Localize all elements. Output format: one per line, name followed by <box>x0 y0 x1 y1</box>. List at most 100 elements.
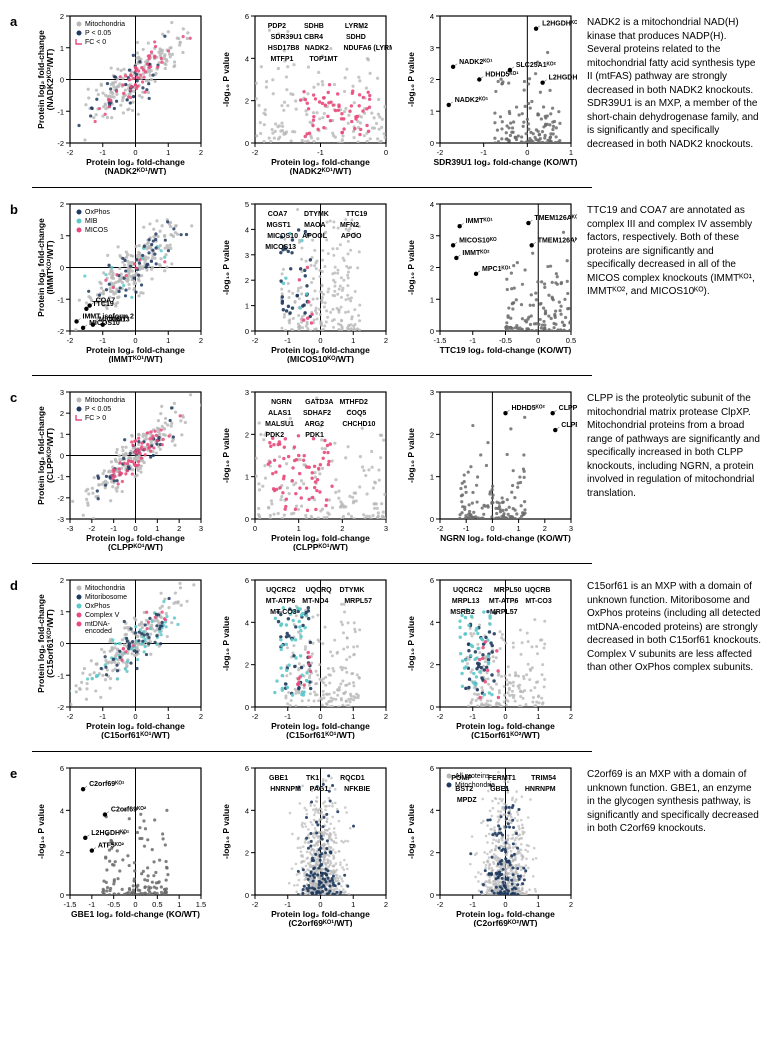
svg-text:2: 2 <box>177 524 181 533</box>
svg-text:3: 3 <box>430 232 434 241</box>
panels-group: -2-1012-2-1012Protein log₂ fold-change(I… <box>32 198 577 363</box>
svg-text:DTYMK: DTYMK <box>340 587 365 594</box>
svg-text:0.5: 0.5 <box>152 900 162 909</box>
row-c: c-3-2-10123-3-2-10123Protein log₂ fold-c… <box>10 386 763 551</box>
svg-text:0: 0 <box>318 712 322 721</box>
panel: -2-100246Protein log₂ fold-change(NADK2ᴷ… <box>217 10 392 175</box>
svg-text:-1: -1 <box>57 295 64 304</box>
svg-text:-2: -2 <box>437 524 444 533</box>
svg-text:-0.5: -0.5 <box>499 336 512 345</box>
panel: -1.5-1-0.500.501234TTC19 log₂ fold-chang… <box>402 198 577 363</box>
svg-text:0: 0 <box>60 452 64 461</box>
svg-text:-1: -1 <box>317 148 324 157</box>
svg-text:(C15orf61ᴷᴼ²/WT): (C15orf61ᴷᴼ²/WT) <box>471 730 540 739</box>
panel: -2-1012-2-1012Protein log₂ fold-change(N… <box>32 10 207 175</box>
svg-text:-2: -2 <box>67 336 74 345</box>
svg-text:0: 0 <box>245 515 249 524</box>
svg-text:1: 1 <box>60 44 64 53</box>
svg-text:0: 0 <box>318 900 322 909</box>
svg-text:6: 6 <box>60 764 64 773</box>
panel: -2-1012-2-1012Protein log₂ fold-change(C… <box>32 574 207 739</box>
svg-text:APOO: APOO <box>341 233 362 240</box>
svg-text:UQCRB: UQCRB <box>525 587 551 594</box>
svg-text:6: 6 <box>245 12 249 21</box>
svg-text:MPC1ᴷᴼ¹: MPC1ᴷᴼ¹ <box>482 266 511 273</box>
svg-text:TMEM126Aᴷᴼ¹: TMEM126Aᴷᴼ¹ <box>534 215 577 222</box>
row-d: d-2-1012-2-1012Protein log₂ fold-change(… <box>10 574 763 739</box>
svg-text:0: 0 <box>133 712 137 721</box>
svg-text:-1: -1 <box>57 473 64 482</box>
svg-text:4: 4 <box>60 806 64 815</box>
svg-text:MT-ATP6: MT-ATP6 <box>266 598 296 605</box>
svg-text:-1: -1 <box>480 148 487 157</box>
svg-text:MRPL13: MRPL13 <box>452 598 480 605</box>
svg-text:-2: -2 <box>57 703 64 712</box>
svg-text:-3: -3 <box>67 524 74 533</box>
svg-text:0: 0 <box>245 891 249 900</box>
panel: -2-10120246Protein log₂ fold-change(C15o… <box>402 574 577 739</box>
svg-text:1: 1 <box>536 900 540 909</box>
svg-text:2: 2 <box>569 900 573 909</box>
panel: -2-101230123NGRN log₂ fold-change (KO/WT… <box>402 386 577 551</box>
svg-text:0: 0 <box>133 524 137 533</box>
svg-text:-2: -2 <box>252 148 259 157</box>
svg-text:UQCRQ: UQCRQ <box>306 587 333 594</box>
svg-text:-1: -1 <box>110 524 117 533</box>
svg-text:CHCHD10: CHCHD10 <box>342 421 375 428</box>
svg-text:-log₁₀ P value: -log₁₀ P value <box>406 240 416 295</box>
svg-text:0: 0 <box>490 524 494 533</box>
svg-text:(NADK2ᴷᴼ¹/WT): (NADK2ᴷᴼ¹/WT) <box>290 166 352 175</box>
svg-text:IMMTᴷᴼ¹: IMMTᴷᴼ¹ <box>466 218 494 225</box>
svg-text:2: 2 <box>245 661 249 670</box>
svg-text:-1: -1 <box>99 148 106 157</box>
svg-text:0: 0 <box>245 139 249 148</box>
svg-text:2: 2 <box>245 430 249 439</box>
svg-text:-log₁₀ P value: -log₁₀ P value <box>406 616 416 671</box>
svg-text:NADK2: NADK2 <box>305 45 329 52</box>
svg-text:1: 1 <box>536 712 540 721</box>
svg-text:-1: -1 <box>284 336 291 345</box>
svg-text:(C2orf69ᴷᴼ²/WT): (C2orf69ᴷᴼ²/WT) <box>473 918 537 927</box>
svg-text:2: 2 <box>60 849 64 858</box>
panel: -2-1012-2-1012Protein log₂ fold-change(I… <box>32 198 207 363</box>
svg-text:0: 0 <box>430 703 434 712</box>
svg-text:-0.5: -0.5 <box>107 900 120 909</box>
svg-text:NADK2ᴷᴼ¹: NADK2ᴷᴼ¹ <box>455 97 489 104</box>
svg-text:0: 0 <box>503 712 507 721</box>
svg-text:4: 4 <box>245 618 249 627</box>
svg-text:1: 1 <box>166 148 170 157</box>
svg-text:(NADK2ᴷᴼ²/WT): (NADK2ᴷᴼ²/WT) <box>45 48 55 110</box>
svg-text:1: 1 <box>351 712 355 721</box>
svg-text:DTYMK: DTYMK <box>304 211 329 218</box>
svg-text:TRIM54: TRIM54 <box>531 775 556 782</box>
svg-text:1.5: 1.5 <box>196 900 206 909</box>
svg-text:TK1: TK1 <box>306 775 319 782</box>
svg-text:LYRM2: LYRM2 <box>345 23 368 30</box>
svg-text:MFN2: MFN2 <box>340 222 359 229</box>
svg-text:3: 3 <box>60 388 64 397</box>
svg-text:UQCRC2: UQCRC2 <box>453 587 483 594</box>
svg-text:HSD17B8: HSD17B8 <box>268 45 300 52</box>
svg-text:TTC19: TTC19 <box>346 211 368 218</box>
svg-text:(CLPPᴷᴼ¹/WT): (CLPPᴷᴼ¹/WT) <box>293 542 348 551</box>
svg-text:0: 0 <box>384 148 388 157</box>
svg-text:(C15orf61ᴷᴼ²/WT): (C15orf61ᴷᴼ²/WT) <box>45 609 55 678</box>
panel: 01230123Protein log₂ fold-change(CLPPᴷᴼ¹… <box>217 386 392 551</box>
svg-text:Mitochondria: Mitochondria <box>85 585 125 592</box>
svg-text:GBE1: GBE1 <box>269 775 288 782</box>
row-label: b <box>10 198 24 217</box>
svg-text:0: 0 <box>60 891 64 900</box>
svg-text:2: 2 <box>569 712 573 721</box>
svg-text:2: 2 <box>60 200 64 209</box>
svg-text:0: 0 <box>430 139 434 148</box>
svg-text:-1: -1 <box>469 900 476 909</box>
row-description: NADK2 is a mitochondrial NAD(H) kinase t… <box>585 10 763 157</box>
svg-text:-2: -2 <box>437 148 444 157</box>
svg-text:PDP2: PDP2 <box>268 23 286 30</box>
svg-text:MRPL50: MRPL50 <box>494 587 522 594</box>
svg-text:2: 2 <box>384 336 388 345</box>
svg-text:COQ5: COQ5 <box>346 410 366 417</box>
svg-text:-2: -2 <box>67 712 74 721</box>
svg-text:1: 1 <box>430 107 434 116</box>
svg-text:3: 3 <box>569 524 573 533</box>
